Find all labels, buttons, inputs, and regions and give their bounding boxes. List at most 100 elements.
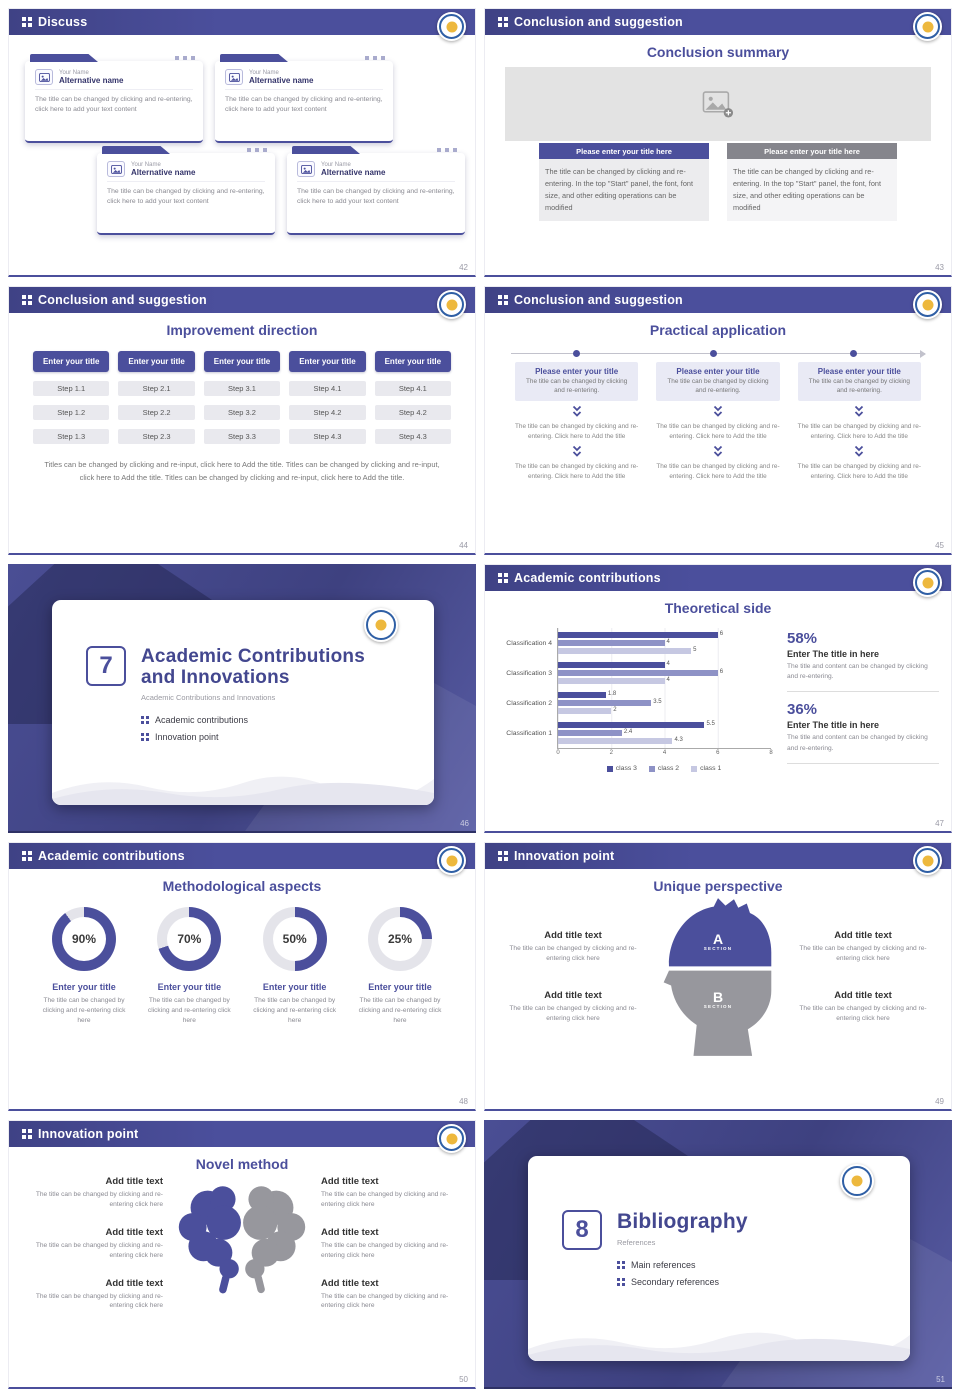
bar: 1.8 xyxy=(558,691,616,698)
title-item[interactable]: Add title text The title can be changed … xyxy=(31,1278,163,1312)
slide-novel-method[interactable]: Innovation point Novel method Add title … xyxy=(8,1120,476,1389)
column-title-button[interactable]: Enter your title xyxy=(118,351,195,372)
item-text: The title can be changed by clicking and… xyxy=(799,945,927,963)
box-text: The title can be changed by clicking and… xyxy=(526,378,628,394)
brain-graphic-svg xyxy=(178,1185,306,1294)
bar-value: 6 xyxy=(719,669,724,675)
title-item[interactable]: Add title text The title can be changed … xyxy=(31,1176,163,1210)
page-number: 48 xyxy=(459,1097,468,1106)
discuss-card[interactable]: Your Name Alternative name The title can… xyxy=(25,54,203,143)
title-item[interactable]: Add title text The title can be changed … xyxy=(509,930,637,964)
donut-title: Enter your title xyxy=(157,982,222,992)
step-column: Enter your title Step 4.1 Step 4.2 Step … xyxy=(289,351,366,444)
slide-title: Academic contributions xyxy=(514,571,661,585)
brain-graphic xyxy=(167,1173,317,1311)
application-column: Please enter your title The title can be… xyxy=(656,362,780,481)
slide-improvement-direction[interactable]: Conclusion and suggestion Improvement di… xyxy=(8,286,476,555)
card-alt-name: Alternative name xyxy=(59,75,124,85)
item-text: The title can be changed by clicking and… xyxy=(509,1005,637,1022)
donut-item: 70% Enter your title The title can be ch… xyxy=(142,907,236,1027)
bullet-item[interactable]: Main references xyxy=(617,1260,748,1270)
box-text: The title can be changed by clicking and… xyxy=(808,378,910,394)
grid-dots-icon xyxy=(498,17,508,27)
box-text: The title can be changed by clicking and… xyxy=(667,378,769,394)
slide-subtitle: Conclusion summary xyxy=(646,44,790,60)
bullet-item[interactable]: Academic contributions xyxy=(141,715,365,725)
page-number: 46 xyxy=(460,819,469,828)
description-right: The title can be changed by clicking and… xyxy=(727,159,897,222)
title-button-left[interactable]: Please enter your title here xyxy=(539,143,709,159)
column-title-button[interactable]: Enter your title xyxy=(203,351,281,372)
image-placeholder[interactable] xyxy=(505,67,931,141)
timeline-dot xyxy=(573,350,581,357)
slide-section-8[interactable]: 8 Bibliography References Main reference… xyxy=(484,1120,952,1389)
item-title: Add title text xyxy=(105,1226,163,1238)
title-item[interactable]: Add title text The title can be changed … xyxy=(509,990,637,1024)
bullet-item[interactable]: Secondary references xyxy=(617,1277,748,1287)
title-item[interactable]: Add title text The title can be changed … xyxy=(321,1278,453,1312)
bars-area: 6 4 5 4 6 4 1.8 3.5 xyxy=(556,628,773,756)
bullet-item[interactable]: Innovation point xyxy=(141,732,365,742)
grid-dots-icon xyxy=(22,851,32,861)
title-item[interactable]: Add title text The title can be changed … xyxy=(321,1176,453,1210)
discuss-card[interactable]: Your Name Alternative name The title can… xyxy=(97,146,275,235)
bar: 4 xyxy=(558,677,670,684)
discuss-card[interactable]: Your Name Alternative name The title can… xyxy=(287,146,465,235)
donut-percentage: 50% xyxy=(282,932,307,946)
title-item[interactable]: Add title text The title can be changed … xyxy=(321,1227,453,1261)
school-logo-icon xyxy=(913,12,942,41)
column-title-button[interactable]: Enter your title xyxy=(374,351,452,372)
title-button-right[interactable]: Please enter your title here xyxy=(727,143,897,159)
stat-percentage: 58% xyxy=(787,630,818,647)
bullet-label: Main references xyxy=(631,1259,696,1270)
slide-unique-perspective[interactable]: Innovation point Unique perspective Add … xyxy=(484,842,952,1111)
slide-conclusion-summary[interactable]: Conclusion and suggestion Conclusion sum… xyxy=(484,8,952,277)
slide-discuss[interactable]: Discuss Your Name Alternative name The t… xyxy=(8,8,476,277)
bar-value: 1.8 xyxy=(607,691,617,697)
title-item[interactable]: Add title text The title can be changed … xyxy=(799,990,927,1024)
picture-placeholder-icon xyxy=(702,90,734,117)
tab-dots-icon xyxy=(437,148,457,152)
application-columns: Please enter your title The title can be… xyxy=(515,362,921,481)
slide-practical-application[interactable]: Conclusion and suggestion Practical appl… xyxy=(484,286,952,555)
column-title-button[interactable]: Enter your title xyxy=(33,351,110,372)
bar-value: 2.4 xyxy=(623,729,633,735)
slide-header: Conclusion and suggestion xyxy=(485,9,951,41)
bar-value: 4 xyxy=(666,677,670,683)
column-title-button[interactable]: Enter your title xyxy=(289,351,366,372)
bar-value: 4 xyxy=(666,639,670,645)
image-icon xyxy=(35,69,53,85)
double-chevron-down-icon xyxy=(572,405,581,417)
title-item[interactable]: Add title text The title can be changed … xyxy=(31,1227,163,1261)
bar: 2.4 xyxy=(558,729,632,736)
bar-value: 5 xyxy=(693,647,697,653)
legend-swatch xyxy=(606,765,613,772)
school-logo-icon xyxy=(913,846,942,875)
slide-section-7[interactable]: 7 Academic Contributions and Innovations … xyxy=(8,564,476,833)
step-cell: Step 3.3 xyxy=(203,429,281,444)
bar: 5.5 xyxy=(558,721,715,728)
section-bullets: Academic contributions Innovation point xyxy=(141,715,365,742)
title-box[interactable]: Please enter your title The title can be… xyxy=(515,362,639,401)
squares-bullet-icon xyxy=(617,1277,625,1286)
slide-theoretical-side[interactable]: Academic contributions Theoretical side … xyxy=(484,564,952,833)
timeline-line xyxy=(511,353,925,354)
bar-group: 5.5 2.4 4.3 xyxy=(558,721,771,744)
donut-percentage: 70% xyxy=(177,932,202,946)
discuss-card[interactable]: Your Name Alternative name The title can… xyxy=(215,54,393,143)
title-box[interactable]: Please enter your title The title can be… xyxy=(797,362,921,401)
item-text: The title can be changed by clicking and… xyxy=(321,1241,449,1259)
title-box[interactable]: Please enter your title The title can be… xyxy=(656,362,780,401)
item-title: Add title text xyxy=(321,1176,379,1187)
grid-dots-icon xyxy=(498,573,508,583)
card-name-label: Your Name xyxy=(321,161,351,168)
page-number: 51 xyxy=(936,1375,945,1384)
stat-title: Enter The title in here xyxy=(787,720,880,731)
image-icon xyxy=(297,161,315,177)
step-column: Enter your title Step 1.1 Step 1.2 Step … xyxy=(33,351,110,444)
slide-subtitle: Practical application xyxy=(649,322,787,338)
section-a-label: A SECTION xyxy=(703,930,733,951)
title-item[interactable]: Add title text The title can be changed … xyxy=(799,930,927,964)
slide-methodological-aspects[interactable]: Academic contributions Methodological as… xyxy=(8,842,476,1111)
stat-text: The title and content can be changed by … xyxy=(787,663,928,681)
